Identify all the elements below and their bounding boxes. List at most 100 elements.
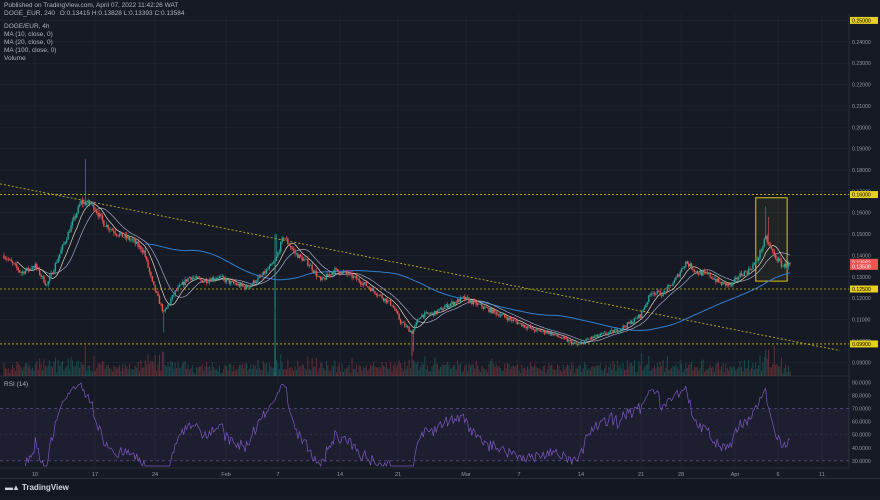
candle-body: [401, 322, 403, 324]
volume-bar: [602, 370, 604, 376]
volume-bar: [227, 369, 229, 376]
candle-body: [602, 332, 604, 334]
candle-body: [416, 319, 419, 323]
candle-body: [415, 322, 417, 326]
volume-bar: [12, 364, 14, 376]
tradingview-logo[interactable]: ▬▲ TradingView: [5, 483, 69, 492]
volume-bar: [581, 371, 583, 376]
candle-body: [445, 304, 447, 307]
indicator-3[interactable]: MA (100, close, 0): [4, 47, 57, 54]
volume-bar: [609, 363, 611, 376]
candle-body: [723, 282, 726, 283]
volume-bar: [364, 367, 366, 376]
volume-bar: [355, 363, 357, 376]
candle-body: [163, 311, 165, 312]
candle-body: [707, 272, 710, 274]
candle-body: [274, 260, 276, 263]
candle-body: [148, 267, 151, 273]
candle-body: [632, 321, 634, 324]
volume-bar: [488, 364, 490, 376]
candle-body: [4, 258, 7, 259]
volume-bar: [574, 373, 576, 376]
volume-bar: [653, 365, 655, 376]
volume-bar: [111, 371, 113, 376]
volume-bar: [736, 368, 738, 376]
volume-bar: [448, 364, 450, 376]
volume-bar: [719, 370, 721, 376]
volume-bar: [200, 366, 202, 376]
volume-bar: [716, 362, 718, 376]
candle-body: [385, 298, 388, 303]
volume-bar: [198, 366, 200, 376]
candle-body: [508, 317, 510, 321]
candle-body: [593, 336, 596, 338]
candle-body: [658, 290, 660, 292]
volume-bar: [26, 362, 28, 376]
volume-bar: [763, 357, 765, 376]
candle-body: [11, 261, 14, 263]
candle-body: [339, 273, 342, 275]
volume-bars: [3, 234, 791, 376]
x-tick-label: Apr: [731, 472, 740, 478]
candle-body: [662, 292, 664, 297]
volume-bar: [365, 365, 367, 376]
volume-bar: [769, 367, 771, 376]
candle-body: [610, 330, 613, 331]
volume-bar: [776, 363, 778, 376]
candle-body: [111, 229, 114, 231]
volume-bar: [208, 366, 210, 376]
candle-body: [673, 280, 676, 284]
candle-body: [750, 269, 753, 270]
volume-bar: [521, 365, 523, 376]
volume-bar: [160, 370, 162, 376]
candle-body: [558, 336, 560, 338]
candle-body: [653, 293, 656, 295]
candle-body: [402, 322, 405, 324]
volume-bar: [136, 367, 138, 376]
volume-bar: [156, 370, 158, 376]
indicator-4[interactable]: Volume: [4, 55, 26, 62]
candle-body: [424, 312, 426, 318]
volume-bar: [743, 360, 745, 376]
volume-bar: [271, 367, 273, 376]
candle-body: [308, 265, 310, 266]
candle-body: [469, 300, 472, 303]
volume-bar: [755, 362, 757, 376]
volume-bar: [595, 365, 597, 376]
price-label-text: 0.09900: [852, 342, 871, 348]
volume-bar: [124, 363, 126, 376]
volume-bar: [120, 370, 122, 376]
candle-body: [145, 256, 148, 260]
indicator-1[interactable]: MA (10, close, 0): [4, 31, 53, 38]
candle-body: [392, 306, 395, 308]
candle-body: [78, 204, 81, 207]
volume-bar: [701, 361, 703, 376]
volume-bar: [168, 366, 170, 376]
candle-body: [652, 293, 654, 294]
candle-body: [38, 268, 41, 275]
rsi-label[interactable]: RSI (14): [4, 381, 29, 388]
volume-bar: [699, 367, 701, 376]
indicator-0[interactable]: DOGE/EUR, 4h: [4, 23, 50, 30]
candle-body: [599, 333, 601, 336]
candle-body: [505, 316, 507, 319]
candle-body: [284, 238, 286, 239]
volume-bar: [247, 370, 249, 376]
rsi-tick-label: 80.0000: [852, 394, 871, 400]
volume-bar: [250, 364, 252, 376]
candle-body: [549, 331, 552, 335]
indicator-2[interactable]: MA (20, close, 0): [4, 39, 53, 46]
candle-body: [384, 298, 386, 301]
volume-bar: [210, 370, 212, 376]
volume-bar: [531, 365, 533, 376]
volume-bar: [494, 367, 496, 376]
candle-body: [160, 303, 162, 305]
candle-body: [668, 285, 670, 287]
volume-bar: [515, 365, 517, 376]
volume-bar: [636, 372, 638, 376]
candle-body: [58, 254, 61, 259]
candle-body: [533, 329, 536, 332]
candle-body: [446, 304, 449, 308]
candle-body: [352, 276, 355, 278]
